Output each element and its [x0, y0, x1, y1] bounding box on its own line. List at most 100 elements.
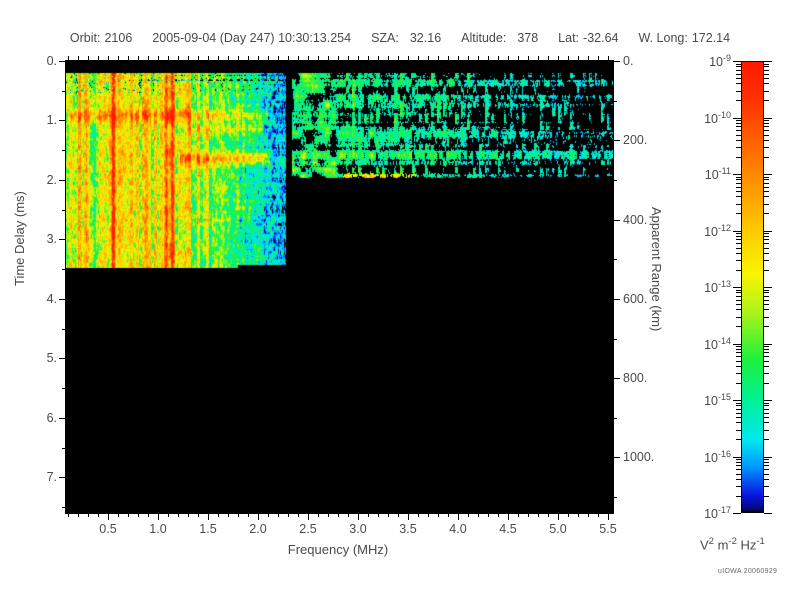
y-tick-minor — [62, 150, 66, 152]
colorbar-tick-minor — [736, 417, 741, 418]
colorbar-tick-minor — [764, 252, 769, 254]
colorbar-tick-minor — [736, 405, 741, 407]
x-tick-minor — [368, 513, 369, 517]
x-tick-minor — [168, 513, 169, 517]
colorbar-tick-minor — [764, 243, 769, 245]
x-tick-top — [248, 56, 249, 61]
y-tick-minor — [62, 447, 66, 449]
x-tick-top — [298, 56, 299, 61]
y2-tick-major — [613, 457, 620, 459]
colorbar-tick-minor — [764, 422, 769, 424]
y-axis-left-tick-label: 7. — [46, 470, 57, 485]
y-axis-right-tick-label: 800. — [623, 371, 648, 386]
y2-tick-major — [613, 219, 620, 221]
colorbar-tick-minor — [736, 465, 741, 467]
colorbar-tick-major — [764, 513, 772, 514]
x-tick-top — [498, 56, 499, 61]
colorbar-tick-minor — [736, 382, 741, 384]
figure-header: Orbit: 2106 2005-09-04 (Day 247) 10:30:13… — [0, 31, 800, 45]
x-tick-top — [288, 56, 289, 61]
x-tick-minor — [498, 513, 499, 517]
colorbar-tick-minor — [736, 186, 741, 188]
colorbar-tick-major — [733, 174, 741, 175]
colorbar-tick-minor — [764, 122, 769, 124]
x-tick-minor — [598, 513, 599, 517]
x-tick-minor — [588, 513, 589, 517]
x-axis-tick-label: 5.5 — [599, 522, 617, 536]
x-tick-top — [358, 56, 359, 61]
y-axis-left-tick-label: 0. — [46, 54, 57, 68]
colorbar-tick-minor — [764, 100, 769, 102]
colorbar-tick-minor — [764, 459, 769, 461]
x-tick-top — [148, 56, 149, 61]
colorbar-tick-minor — [736, 235, 741, 237]
datetime-value: 2005-09-04 (Day 247) 10:30:13.254 — [152, 31, 352, 45]
x-tick-minor — [548, 513, 549, 517]
colorbar-tick-minor — [736, 147, 741, 149]
colorbar-tick-minor — [764, 156, 769, 158]
colorbar-tick-minor — [736, 203, 741, 205]
orbit-field: Orbit: 2106 — [70, 31, 132, 45]
colorbar-tick-minor — [764, 130, 769, 132]
x-tick-top — [228, 56, 229, 61]
x-tick-minor — [98, 513, 99, 517]
x-tick-minor — [228, 513, 229, 517]
x-tick-top — [258, 56, 259, 61]
y-axis-left-tick-label: 6. — [46, 410, 57, 425]
colorbar-tick-minor — [736, 176, 741, 178]
colorbar-tick-minor — [764, 412, 769, 414]
x-tick-major — [308, 513, 309, 520]
colorbar-tick-minor — [736, 90, 741, 92]
colorbar-tick-minor — [764, 352, 769, 354]
y-tick-major — [59, 120, 66, 122]
y-axis-right-tick-label: 600. — [623, 291, 648, 306]
x-tick-top — [158, 56, 159, 61]
y2-tick-minor — [613, 179, 617, 181]
colorbar-tick-minor — [736, 360, 741, 362]
colorbar-tick-minor — [764, 235, 769, 237]
colorbar-tick-minor — [764, 299, 769, 301]
colorbar-tick-minor — [764, 176, 769, 178]
colorbar-tick-minor — [764, 73, 769, 75]
x-tick-minor — [348, 513, 349, 517]
x-tick-top — [178, 56, 179, 61]
colorbar-tick-minor — [736, 239, 741, 241]
colorbar-tick-minor — [736, 316, 741, 318]
colorbar-tick-minor — [764, 186, 769, 188]
x-tick-top — [388, 56, 389, 61]
colorbar-tick-minor — [736, 439, 741, 441]
colorbar-tick-minor — [736, 78, 741, 79]
x-tick-major — [608, 513, 609, 520]
colorbar-tick-label: 10-11 — [704, 165, 731, 183]
colorbar-tick-minor — [764, 289, 769, 291]
colorbar-tick-minor — [736, 365, 741, 367]
colorbar-tick-minor — [764, 90, 769, 92]
colorbar-tick-minor — [764, 478, 769, 480]
colorbar-tick-minor — [764, 147, 769, 149]
colorbar-tick-minor — [764, 356, 769, 358]
orbit-label: Orbit: — [69, 31, 101, 45]
west-longitude-field: W. Long: 172.14 — [638, 31, 730, 45]
latitude-label: Lat: — [558, 31, 580, 45]
x-tick-minor — [448, 513, 449, 517]
colorbar-tick-minor — [764, 292, 769, 294]
x-tick-top — [188, 56, 189, 61]
colorbar-tick-minor — [764, 247, 769, 249]
x-tick-minor — [538, 513, 539, 517]
x-axis-tick-label: 5.0 — [549, 522, 567, 536]
colorbar-tick-minor — [764, 348, 769, 350]
colorbar-tick-minor — [764, 139, 769, 141]
x-tick-top — [368, 56, 369, 61]
colorbar-tick-minor — [736, 69, 741, 71]
colorbar-tick-minor — [736, 156, 741, 158]
x-tick-top — [318, 56, 319, 61]
colorbar-tick-minor — [764, 63, 769, 65]
colorbar-tick-minor — [764, 326, 769, 328]
x-tick-minor — [418, 513, 419, 517]
colorbar-tick-minor — [736, 473, 741, 475]
colorbar-tick-minor — [764, 473, 769, 475]
x-tick-minor — [148, 513, 149, 517]
colorbar-tick-minor — [736, 408, 741, 410]
colorbar-tick-minor — [764, 304, 769, 305]
